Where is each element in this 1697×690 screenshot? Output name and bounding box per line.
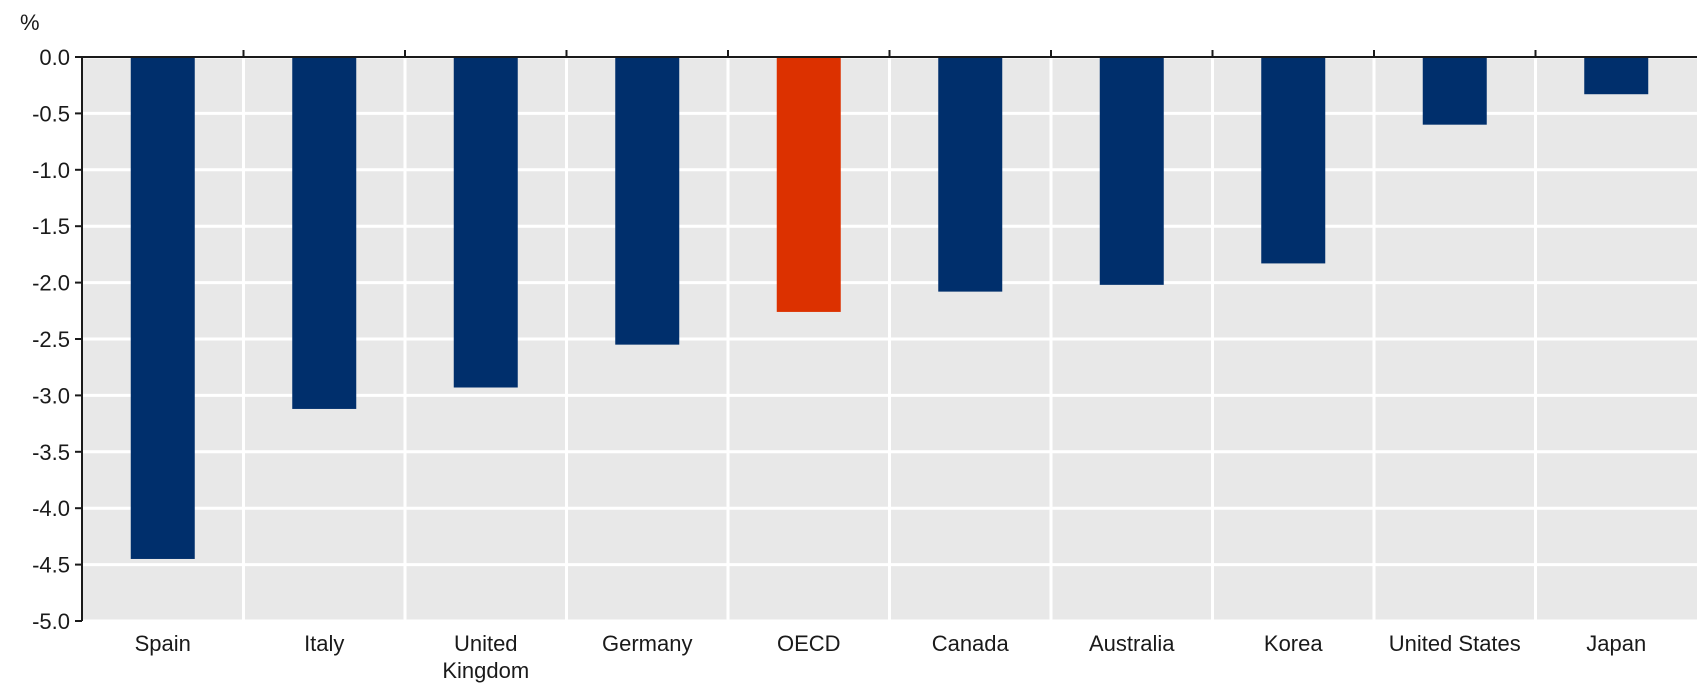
x-tick-label: Germany bbox=[602, 631, 692, 656]
x-tick-label: Italy bbox=[304, 631, 344, 656]
bar-germany bbox=[615, 57, 680, 345]
x-tick-label: Korea bbox=[1264, 631, 1323, 656]
bar-united-states bbox=[1422, 57, 1487, 125]
bar-japan bbox=[1584, 57, 1649, 95]
y-tick-label: -5.0 bbox=[32, 609, 70, 634]
y-tick-labels: 0.0 -0.5 -1.0 -1.5 -2.0 -2.5 -3.0 -3.5 -4.0 -4.5 -… bbox=[32, 45, 70, 634]
x-tick-label-line: Spain bbox=[135, 631, 191, 656]
axes bbox=[75, 50, 1697, 622]
y-tick-label: -3.5 bbox=[32, 440, 70, 465]
y-tick-label: -1.5 bbox=[32, 214, 70, 239]
y-axis-unit-label: % bbox=[20, 10, 40, 35]
x-tick-label-line: United bbox=[454, 631, 518, 656]
x-tick-labels: Spain Italy United Kingdom Germany OECD Canada… bbox=[135, 631, 1647, 683]
x-tick-label-line: OECD bbox=[777, 631, 841, 656]
y-tick-label: -2.0 bbox=[32, 271, 70, 296]
bar-korea bbox=[1261, 57, 1326, 264]
y-tick-label: -2.5 bbox=[32, 327, 70, 352]
x-tick-label-line: Australia bbox=[1089, 631, 1175, 656]
x-tick-label: Canada bbox=[932, 631, 1010, 656]
bar-spain bbox=[130, 57, 195, 559]
y-tick-label: 0.0 bbox=[39, 45, 70, 70]
x-tick-label: OECD bbox=[777, 631, 841, 656]
bar-italy bbox=[292, 57, 357, 409]
bar-oecd bbox=[776, 57, 841, 312]
x-tick-label: Japan bbox=[1586, 631, 1646, 656]
y-tick-label: -0.5 bbox=[32, 101, 70, 126]
x-tick-label-line: Kingdom bbox=[442, 658, 529, 683]
y-tick-label: -1.0 bbox=[32, 158, 70, 183]
x-tick-label-line: Canada bbox=[932, 631, 1010, 656]
x-tick-label-line: United States bbox=[1389, 631, 1521, 656]
x-tick-label: United Kingdom bbox=[442, 631, 529, 683]
bar-united-kingdom bbox=[453, 57, 518, 388]
x-tick-label-line: Japan bbox=[1586, 631, 1646, 656]
x-tick-label: United States bbox=[1389, 631, 1521, 656]
x-tick-label: Australia bbox=[1089, 631, 1175, 656]
x-tick-label-line: Germany bbox=[602, 631, 692, 656]
y-tick-label: -4.0 bbox=[32, 496, 70, 521]
bar-australia bbox=[1099, 57, 1164, 285]
x-tick-label-line: Korea bbox=[1264, 631, 1323, 656]
x-tick-label: Spain bbox=[135, 631, 191, 656]
bar-canada bbox=[938, 57, 1003, 292]
y-tick-label: -3.0 bbox=[32, 383, 70, 408]
x-tick-label-line: Italy bbox=[304, 631, 344, 656]
y-tick-label: -4.5 bbox=[32, 553, 70, 578]
bars bbox=[130, 57, 1649, 559]
